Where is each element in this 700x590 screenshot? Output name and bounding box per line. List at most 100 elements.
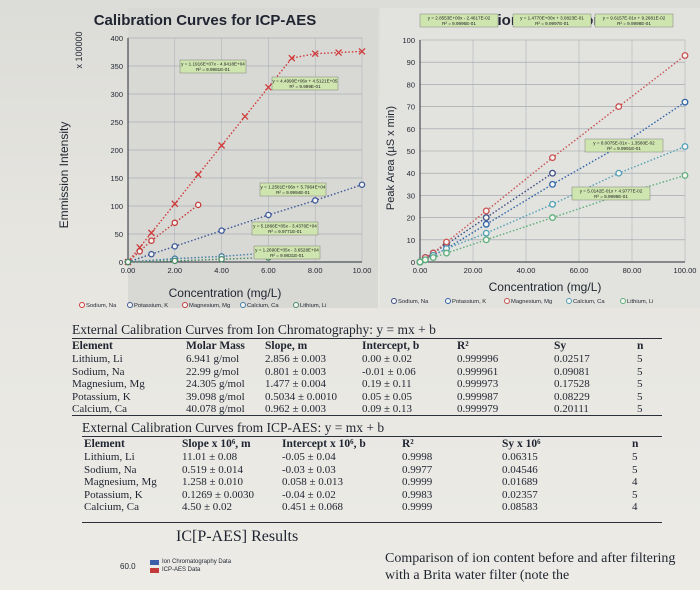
legend-label-lithium-li: Lithium, Li: [300, 303, 326, 309]
x-tick-label-3: 60.00: [570, 266, 589, 275]
y-tick-label-7: 70: [407, 103, 415, 112]
chart2-grid: [419, 39, 686, 263]
y-tick-label-2: 100: [110, 202, 123, 211]
icp-table-cell-4-2: 0.451 ± 0.068: [282, 501, 344, 513]
y-tick-label-0: 0: [119, 258, 123, 267]
x-tick-label-0: 0.00: [413, 266, 428, 275]
legend-item-icp: ICP-AES Data: [150, 566, 231, 574]
legend-marker-sodium-na: [391, 298, 397, 304]
x-tick-label-2: 40.00: [517, 266, 536, 275]
ic-table-cell-3-6: 5: [637, 390, 643, 403]
equation-box-lithium-li: [571, 186, 651, 201]
x-tick-label-0: 0.00: [121, 266, 136, 275]
equation-text-potassium-k: y = 1.4770E+00x + 3.0823E-01: [520, 16, 584, 21]
icp-table-header-3: R²: [402, 438, 414, 450]
ic-table-cell-4-4: 0.999979: [457, 403, 499, 415]
y-tick-label-3: 150: [110, 174, 123, 183]
icp-table-cell-4-0: Calcium, Ca: [84, 501, 139, 513]
point-calcium-ca-6: [615, 169, 623, 177]
legend-marker-lithium-li: [620, 298, 626, 304]
ic-table-title: External Calibration Curves from Ion Chr…: [72, 322, 436, 337]
r2-text-magnesium-mg: R² = 9.9998E-01: [617, 21, 651, 26]
chart1-x-axis-label: Concentration (mg/L): [169, 286, 282, 300]
chart2-panel-bg: [380, 8, 700, 308]
equation-box-lithium-li: [253, 245, 321, 260]
legend-label-ic: Ion Chromatography Data: [162, 559, 232, 565]
ic-table-cell-2-5: 0.17528: [554, 378, 590, 390]
ic-table-top-rule: [72, 338, 662, 339]
calibration-tables: External Calibration Curves from Ion Chr…: [72, 322, 700, 532]
ic-table-cell-3-4: 0.999987: [457, 390, 499, 403]
x-tick-label-4: 8.00: [308, 266, 323, 275]
legend-marker-magnesium-mg: [504, 298, 510, 304]
point-sodium-na-4: [194, 171, 202, 179]
ic-chart: Calibration Curves for IC y = 2.8553E+00…: [380, 8, 700, 308]
legend-label-calcium-ca: Calcium, Ca: [247, 303, 279, 309]
ic-table-cell-1-6: 5: [637, 365, 643, 378]
equation-box-magnesium-mg: [271, 76, 339, 91]
icp-table-cell-0-4: 0.06315: [502, 451, 538, 463]
equation-box-sodium-na: [419, 13, 499, 28]
equation-box-potassium-k: [512, 13, 592, 28]
ic-table-bottom-rule: [72, 415, 662, 416]
r2-text-magnesium-mg: R² = 9.999E-01: [289, 84, 321, 89]
icp-table-top-rule: [82, 436, 662, 437]
y-tick-label-5: 50: [407, 147, 415, 156]
legend-marker-magnesium-mg: [182, 302, 188, 308]
point-magnesium-mg-3: [171, 219, 179, 227]
r2-text-sodium-na: R² = 9.9996E-01: [442, 21, 476, 26]
ic-table-cell-0-5: 0.02517: [554, 353, 590, 365]
chart1-tick-labels: 0 50 100 150 200 250 300 350 400 0.00 2.00 4.00 6.00…: [110, 34, 371, 275]
comparison-caption: Comparison of ion content before and aft…: [385, 551, 676, 583]
icp-table-cell-3-5: 5: [632, 488, 638, 501]
icp-table-cell-2-5: 4: [632, 476, 638, 488]
x-tick-label-4: 80.00: [623, 266, 642, 275]
equation-text-lithium-li: y = 1.2690E+05x - 3.6528E+04: [255, 248, 319, 253]
r2-text-lithium-li: R² = 9.9831E-01: [270, 253, 304, 258]
ic-table-cell-1-0: Sodium, Na: [72, 365, 125, 378]
y-tick-label-9: 90: [407, 58, 415, 67]
ic-table-header-6: n: [637, 340, 644, 352]
equation-box-sodium-na: [179, 59, 247, 74]
icp-table-header-4: Sy x 10⁶: [502, 438, 541, 450]
equation-box-calcium-ca: [251, 221, 319, 236]
legend-label-icp: ICP-AES Data: [162, 567, 201, 573]
ic-table-cell-3-2: 0.5034 ± 0.0010: [265, 390, 338, 403]
equation-box-calcium-ca: [584, 138, 664, 153]
y-tick-label-2: 20: [407, 214, 415, 223]
chart1-legend: Sodium, Na Potassium, K Magnesium, Mg Calci…: [79, 302, 326, 309]
equation-text-magnesium-mg: y = 4.4990E+06x + 4.5121E+05: [273, 79, 338, 84]
y-tick-label-7: 350: [110, 62, 123, 71]
point-potassium-k-2: [171, 243, 179, 250]
icp-table-cell-0-3: 0.9998: [402, 451, 433, 463]
ic-table-cell-0-3: 0.00 ± 0.02: [362, 353, 413, 365]
ic-table-cell-4-3: 0.09 ± 0.13: [362, 403, 413, 415]
ic-table-cell-4-0: Calcium, Ca: [72, 403, 127, 415]
legend-swatch-ic: [150, 559, 159, 565]
r2-text-sodium-na: R² = 9.9981E-01: [196, 67, 230, 72]
y-tick-label-4: 40: [407, 169, 415, 178]
legend-item-ic: Ion Chromatography Data: [150, 558, 231, 566]
equation-text-lithium-li: y = 5.0142E-01x + 4.9777E-02: [580, 189, 643, 194]
x-tick-label-1: 2.00: [167, 266, 182, 275]
icp-table-header-2: Intercept x 10⁶, b: [282, 438, 366, 450]
equation-box-magnesium-mg: [594, 13, 674, 28]
chart1-title: Calibration Curves for ICP-AES: [94, 12, 317, 29]
legend-marker-sodium-na: [79, 302, 85, 308]
ic-table-cell-1-3: -0.01 ± 0.06: [362, 365, 416, 378]
icp-table-cell-1-3: 0.9977: [402, 463, 433, 476]
ic-table-cell-4-2: 0.962 ± 0.003: [265, 403, 327, 415]
x-tick-label-5: 100.00: [674, 266, 697, 275]
y-tick-label-1: 10: [407, 236, 415, 245]
icp-table-cell-0-0: Lithium, Li: [84, 451, 135, 463]
icp-table-cell-4-4: 0.08583: [502, 501, 538, 513]
icp-table-title: External Calibration Curves from ICP-AES…: [82, 420, 385, 435]
legend-marker-lithium-li: [293, 302, 299, 308]
point-lithium-li-1: [171, 257, 179, 265]
point-sodium-na-7: [264, 83, 272, 91]
point-magnesium-mg-7: [681, 52, 689, 59]
icp-table-cell-4-1: 4.50 ± 0.02: [182, 501, 233, 513]
icp-table-cell-0-5: 5: [632, 451, 638, 463]
